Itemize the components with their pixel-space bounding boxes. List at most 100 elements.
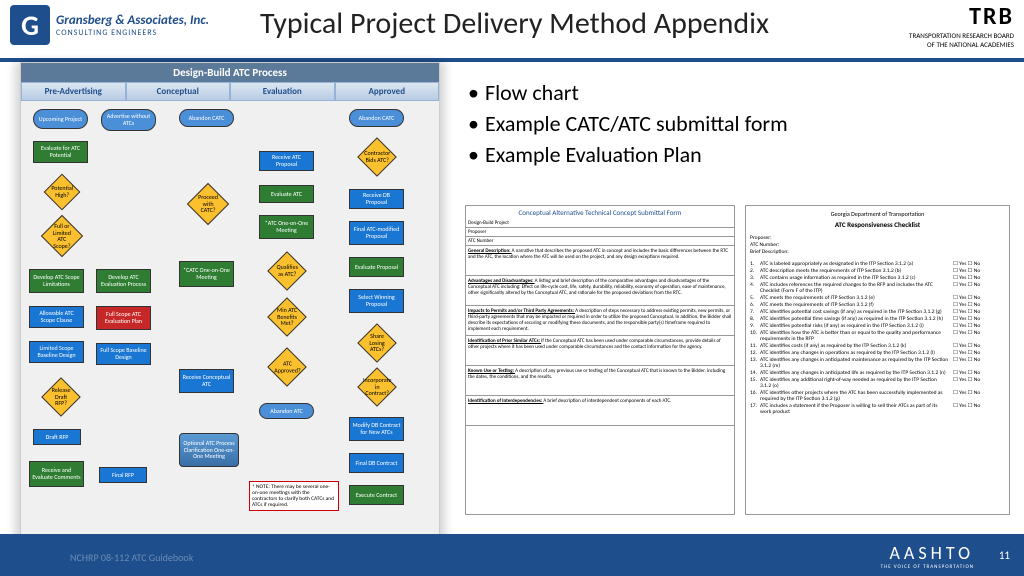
flowchart-node: Potential High? xyxy=(44,174,81,211)
checklist-item: 14.ATC identifies any changes in anticip… xyxy=(750,370,1005,376)
flowchart-node: Abandon CATC xyxy=(179,109,234,127)
flowchart-body: * NOTE: There may be several one-on-one … xyxy=(21,101,439,556)
aashto-sub: THE VOICE OF TRANSPORTATION xyxy=(881,564,974,570)
checklist-item: 4.ATC includes references the required c… xyxy=(750,282,1005,294)
flowchart-node: Final RFP xyxy=(99,467,147,483)
form2-org: Georgia Department of Transportation xyxy=(750,210,1005,218)
flowchart-node: Receive and Evaluate Comments xyxy=(29,461,84,487)
form1-section: Identification of Interdependencies: A b… xyxy=(466,396,734,426)
form1-row: Design-Build Project xyxy=(466,219,734,228)
flowchart-title: Design-Build ATC Process xyxy=(21,63,439,82)
flowchart-node: Incorporate in Contract? xyxy=(357,367,397,407)
checklist-item: 3.ATC contains usage information as requ… xyxy=(750,275,1005,281)
flowchart-node: Upcoming Project xyxy=(33,109,88,129)
form1-row: Proposer xyxy=(466,228,734,237)
logo-g-icon: G xyxy=(10,5,50,45)
form1-row: ATC Number xyxy=(466,237,734,246)
flowchart-node: *CATC One-on-One Meeting xyxy=(179,261,234,287)
checklist-item: 16.ATC identifies other projects where t… xyxy=(750,390,1005,402)
submittal-form: Conceptual Alternative Technical Concept… xyxy=(465,205,735,515)
flowchart-node: Optional ATC Process Clarification One-o… xyxy=(179,433,239,467)
flowchart-header: Pre-Advertising xyxy=(21,82,126,101)
flowchart-node: Final DB Contract xyxy=(349,453,404,473)
bullet-item: Example Evaluation Plan xyxy=(460,141,1010,168)
flowchart-note: * NOTE: There may be several one-on-one … xyxy=(249,481,339,511)
checklist-item: 7.ATC identifies potential cost savings … xyxy=(750,309,1005,315)
checklist-item: 6.ATC meets the requirements of ITP Sect… xyxy=(750,302,1005,308)
flowchart-node: Receive ATC Proposal xyxy=(259,151,314,171)
flowchart-node: Share Losing ATCs? xyxy=(357,323,397,363)
checklist-item: 5.ATC meets the requirements of ITP Sect… xyxy=(750,295,1005,301)
flowchart-node: Develop ATC Evaluation Process xyxy=(96,269,151,293)
checklist-item: 17.ATC includes a statement if the Propo… xyxy=(750,403,1005,415)
checklist-form: Georgia Department of Transportation ATC… xyxy=(745,205,1010,515)
flowchart-header: Conceptual xyxy=(126,82,231,101)
checklist-item: 2.ATC description meets the requirements… xyxy=(750,268,1005,274)
flowchart: Design-Build ATC Process Pre-Advertising… xyxy=(20,62,440,557)
flowchart-node: Limited Scope Baseline Design xyxy=(29,341,84,363)
form1-section: Impacts to Permits and/or Third Party Ag… xyxy=(466,306,734,336)
flowchart-node: Release Draft RFP? xyxy=(41,377,81,417)
flowchart-node: Advertise without ATCs xyxy=(101,109,156,131)
trb-sub2: OF THE NATIONAL ACADEMIES xyxy=(909,40,1014,49)
flowchart-node: Qualifies as ATC? xyxy=(267,251,307,291)
flowchart-node: Develop ATC Scope Limitations xyxy=(29,269,84,293)
bullet-item: Flow chart xyxy=(460,79,1010,106)
page-title: Typical Project Delivery Method Appendix xyxy=(260,5,769,42)
checklist-item: 8.ATC identifies potential time savings … xyxy=(750,316,1005,322)
company-sub: CONSULTING ENGINEERS xyxy=(56,28,209,38)
bullet-item: Example CATC/ATC submittal form xyxy=(460,110,1010,137)
flowchart-node: Full or Limited ATC Scope? xyxy=(41,215,83,257)
flowchart-header: Approved xyxy=(335,82,440,101)
flowchart-node: Evaluate ATC xyxy=(259,185,314,203)
logo-left: G Gransberg & Associates, Inc. CONSULTIN… xyxy=(10,5,209,45)
trb-sub1: TRANSPORTATION RESEARCH BOARD xyxy=(909,31,1014,40)
form2-title: ATC Responsiveness Checklist xyxy=(750,220,1005,229)
flowchart-node: Allowable ATC Scope Clause xyxy=(29,306,84,328)
form1-section: Known Use or Testing: A description of a… xyxy=(466,366,734,396)
flowchart-node: Execute Contract xyxy=(349,485,404,505)
company-name: Gransberg & Associates, Inc. xyxy=(56,13,209,28)
flowchart-node: Proceed with CATC? xyxy=(187,183,229,225)
flowchart-node: Final ATC-modified Proposal xyxy=(349,221,404,245)
flowchart-node: ATC Approved? xyxy=(267,347,307,387)
header: G Gransberg & Associates, Inc. CONSULTIN… xyxy=(0,0,1024,60)
flowchart-node: Abandon CATC xyxy=(349,109,404,127)
flowchart-node: Full Scope ATC Evaluation Plan xyxy=(96,306,151,330)
flowchart-node: Select Winning Proposal xyxy=(349,289,404,313)
form1-title: Conceptual Alternative Technical Concept… xyxy=(466,206,734,219)
trb-logo: TRB xyxy=(909,2,1014,31)
checklist-item: 11.ATC identifies costs (if any) as requ… xyxy=(750,343,1005,349)
checklist-item: 1.ATC is labeled appropriately as design… xyxy=(750,261,1005,267)
flowchart-node: Draft RFP xyxy=(33,429,81,445)
flowchart-node: Full Scope Baseline Design xyxy=(96,343,151,365)
flowchart-header: Evaluation xyxy=(230,82,335,101)
page-number: 11 xyxy=(999,549,1010,562)
flowchart-node: Modify DB Contract for New ATCs xyxy=(349,417,404,441)
flowchart-headers: Pre-AdvertisingConceptualEvaluationAppro… xyxy=(21,82,439,101)
form1-section: Identification of Prior Similar ATCs: If… xyxy=(466,336,734,366)
checklist-item: 15.ATC identifies any additional right-o… xyxy=(750,377,1005,389)
form2-field: Proposer: xyxy=(750,235,1005,241)
flowchart-node: Contractor Bids ATC? xyxy=(357,137,397,177)
form1-section: Advantages and Disadvantages: A listing … xyxy=(466,276,734,306)
checklist-item: 13.ATC identifies any changes in anticip… xyxy=(750,357,1005,369)
flowchart-node: Receive Conceptual ATC xyxy=(179,369,234,393)
flowchart-node: Abandon ATC xyxy=(259,403,314,419)
flowchart-node: Evaluate for ATC Potential xyxy=(33,141,88,163)
flowchart-node: Evaluate Proposal xyxy=(349,257,404,277)
flowchart-node: Receive DB Proposal xyxy=(349,189,404,209)
bullets: Flow chart Example CATC/ATC submittal for… xyxy=(460,75,1010,172)
checklist-item: 10.ATC identifies how the ATC is better … xyxy=(750,330,1005,342)
checklist-item: 12.ATC identifies any changes in operati… xyxy=(750,350,1005,356)
form2-field: ATC Number: xyxy=(750,242,1005,248)
footer-ncrp: NCHRP 08-112 ATC Guidebook xyxy=(70,551,193,564)
form1-section: General Description: A narrative that de… xyxy=(466,246,734,276)
aashto-text: AASHTO xyxy=(881,542,974,564)
checklist-item: 9.ATC identifies potential risks (if any… xyxy=(750,323,1005,329)
footer: NCHRP 08-112 ATC Guidebook AASHTO THE VO… xyxy=(0,534,1024,576)
flowchart-node: Min ATC Benefits Met? xyxy=(267,297,307,337)
form2-field: Brief Description: xyxy=(750,249,1005,255)
flowchart-node: *ATC One-on-One Meeting xyxy=(259,215,314,239)
logo-right: TRB TRANSPORTATION RESEARCH BOARD OF THE… xyxy=(909,2,1014,49)
